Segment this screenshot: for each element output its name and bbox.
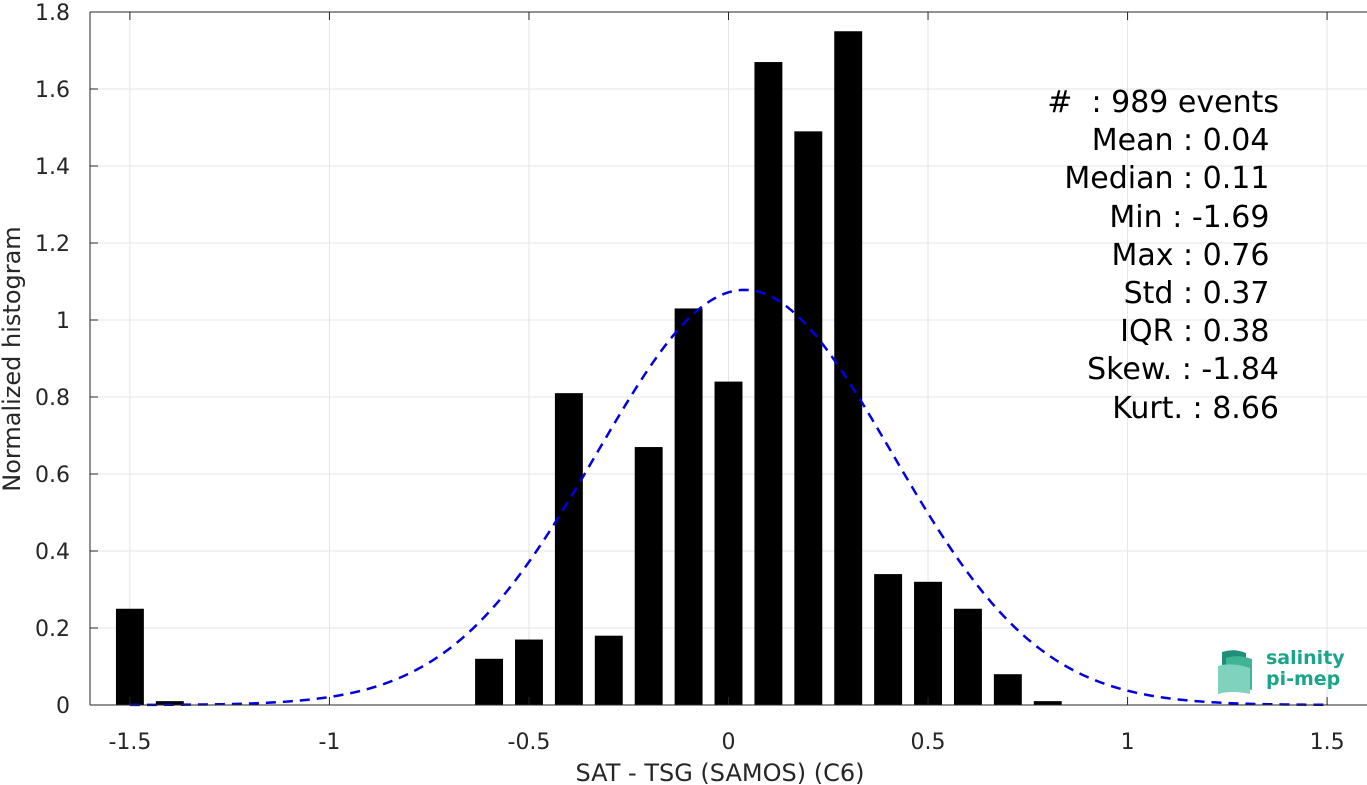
x-axis-ticks: -1.5 -1 -0.5 0 0.5 1 1.5	[108, 12, 1345, 755]
y-tick-label: 0.2	[35, 617, 70, 642]
histogram-bar	[594, 635, 623, 705]
bars-group	[115, 31, 1062, 706]
x-tick-label: 1	[1121, 730, 1135, 755]
x-tick-label: 1.5	[1310, 730, 1345, 755]
logo-text: salinity pi-mep	[1266, 648, 1345, 690]
y-tick-label: 1	[56, 309, 70, 334]
stat-median: Median : 0.11	[1064, 161, 1279, 197]
histogram-bar	[714, 381, 743, 705]
stat-min: Min : -1.69	[1109, 199, 1279, 235]
histogram-bar	[115, 608, 144, 705]
stat-skew: Skew. : -1.84	[1087, 352, 1279, 388]
histogram-bar	[515, 639, 543, 705]
histogram-bar	[794, 131, 823, 706]
y-tick-label: 0	[56, 694, 70, 719]
x-tick-label: -1	[318, 730, 340, 755]
histogram-bar	[754, 62, 783, 706]
logo-line-1: salinity	[1266, 647, 1345, 669]
histogram-bar	[634, 447, 663, 705]
histogram-bar	[475, 658, 504, 705]
histogram-bar	[914, 581, 942, 705]
stat-mean: Mean : 0.04	[1091, 123, 1279, 159]
stat-events: # : 989 events	[1047, 85, 1279, 120]
y-tick-label: 1.6	[35, 78, 70, 103]
logo-waves-icon	[1218, 650, 1252, 694]
stat-kurt: Kurt. : 8.66	[1112, 390, 1279, 426]
histogram-bar	[155, 701, 184, 705]
y-tick-label: 0.8	[35, 386, 70, 411]
histogram-bar	[874, 574, 903, 705]
stat-max: Max : 0.76	[1111, 237, 1279, 273]
histogram-bar	[953, 608, 982, 705]
histogram-bar	[674, 308, 703, 705]
salinity-pi-mep-logo: salinity pi-mep	[1216, 648, 1346, 694]
normal-fit-curve	[129, 288, 1328, 707]
y-tick-label: 1.2	[35, 232, 70, 257]
logo-line-2: pi-mep	[1266, 668, 1341, 690]
y-axis-title: Normalized histogram	[0, 226, 26, 491]
x-tick-label: -0.5	[508, 730, 551, 755]
y-tick-label: 1.8	[35, 1, 70, 26]
y-tick-label: 1.4	[35, 155, 70, 180]
y-axis-ticks: 0 0.2 0.4 0.6 0.8 1 1.2 1.4 1.6 1.8	[35, 1, 98, 719]
stats-annotation: # : 989 events Mean : 0.04 Median : 0.11…	[1047, 84, 1279, 428]
x-axis-title: SAT - TSG (SAMOS) (C6)	[576, 759, 865, 785]
y-tick-label: 0.6	[35, 463, 70, 488]
fit-curve-group	[129, 288, 1328, 707]
histogram-bar	[993, 674, 1022, 705]
histogram-bar	[834, 31, 863, 705]
x-tick-label: 0	[722, 730, 736, 755]
x-tick-label: -1.5	[108, 730, 151, 755]
y-tick-label: 0.4	[35, 540, 70, 565]
histogram-bar	[554, 393, 583, 705]
stat-iqr: IQR : 0.38	[1120, 314, 1279, 350]
stat-std: Std : 0.37	[1123, 276, 1279, 312]
x-tick-label: 0.5	[911, 730, 946, 755]
histogram-bar	[1033, 701, 1062, 705]
